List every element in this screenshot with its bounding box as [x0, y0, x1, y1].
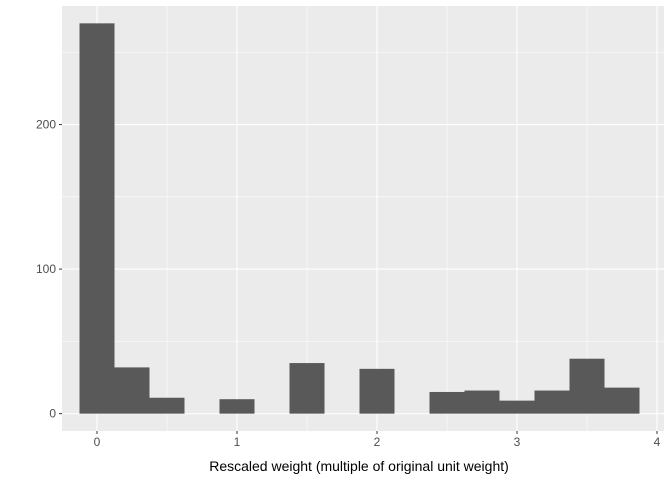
- histogram-bars: [79, 23, 640, 414]
- y-tick-label: 200: [36, 118, 56, 132]
- y-tick-label: 0: [49, 407, 56, 421]
- histogram-bar: [359, 368, 395, 414]
- histogram-bar: [79, 23, 115, 414]
- histogram-bar: [534, 390, 570, 414]
- histogram-bar: [149, 397, 185, 414]
- x-tick-label: 3: [514, 435, 521, 449]
- x-tick-label: 4: [654, 435, 661, 449]
- x-tick-label: 0: [94, 435, 101, 449]
- histogram-bar: [464, 390, 500, 414]
- x-axis-ticks: 0 1 2 3 4: [94, 431, 661, 449]
- y-axis-ticks: 0 100 200: [36, 118, 62, 421]
- histogram-bar: [604, 387, 640, 414]
- x-tick-label: 2: [374, 435, 381, 449]
- histogram-bar: [219, 399, 255, 414]
- plot-panel: [62, 6, 664, 431]
- histogram-bar: [429, 391, 465, 414]
- histogram-bar: [114, 367, 150, 414]
- y-tick-label: 100: [36, 262, 56, 276]
- x-axis-title: Rescaled weight (multiple of original un…: [209, 458, 509, 474]
- x-tick-label: 1: [234, 435, 241, 449]
- minor-grid: [62, 6, 664, 431]
- histogram-bar: [569, 358, 605, 414]
- histogram-bar: [499, 400, 535, 414]
- histogram-bar: [289, 363, 325, 414]
